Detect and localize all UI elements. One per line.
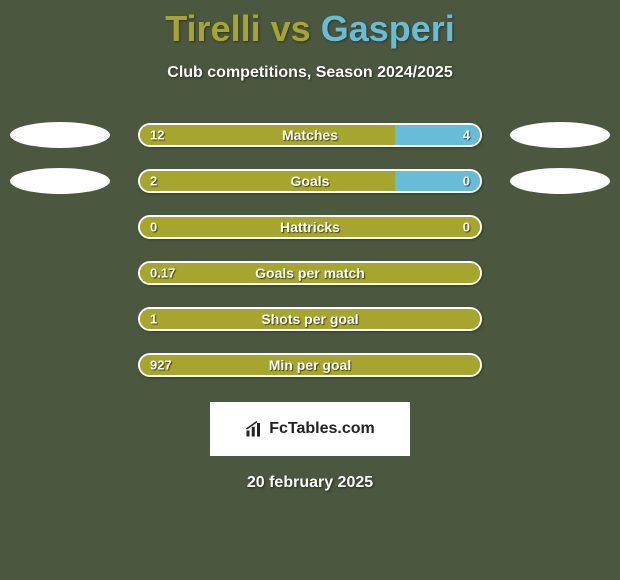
- player2-name: Gasperi: [321, 8, 455, 49]
- logo: FcTables.com: [245, 420, 375, 438]
- stat-bar: 1Shots per goal: [138, 307, 482, 331]
- stat-bar: 00Hattricks: [138, 215, 482, 239]
- stat-bar: 927Min per goal: [138, 353, 482, 377]
- player1-badge: [10, 168, 110, 194]
- bar-fill-p1: [140, 309, 480, 329]
- bar-fill-p1: [140, 263, 480, 283]
- player2-badge: [510, 122, 610, 148]
- stat-value-p1: 927: [150, 358, 172, 373]
- page-title: Tirelli vs Gasperi: [0, 0, 620, 50]
- stat-bar: 124Matches: [138, 123, 482, 147]
- logo-text: FcTables.com: [269, 420, 375, 438]
- player1-badge: [10, 122, 110, 148]
- bar-fill-p1: [140, 217, 480, 237]
- stat-value-p2: 4: [463, 128, 470, 143]
- stat-row: 1Shots per goal: [0, 296, 620, 342]
- chart-icon: [245, 420, 263, 438]
- stat-row: 20Goals: [0, 158, 620, 204]
- stat-value-p1: 2: [150, 174, 157, 189]
- date-text: 20 february 2025: [0, 474, 620, 492]
- stat-value-p2: 0: [463, 174, 470, 189]
- player2-badge: [510, 168, 610, 194]
- stat-row: 124Matches: [0, 112, 620, 158]
- stat-bar: 0.17Goals per match: [138, 261, 482, 285]
- bar-fill-p1: [140, 355, 480, 375]
- stat-row: 00Hattricks: [0, 204, 620, 250]
- bar-fill-p1: [140, 171, 395, 191]
- subtitle: Club competitions, Season 2024/2025: [0, 64, 620, 82]
- stat-row: 0.17Goals per match: [0, 250, 620, 296]
- stat-value-p1: 1: [150, 312, 157, 327]
- logo-box: FcTables.com: [210, 402, 410, 456]
- vs-text: vs: [271, 8, 311, 49]
- stat-value-p1: 12: [150, 128, 164, 143]
- stat-value-p2: 0: [463, 220, 470, 235]
- stat-value-p1: 0: [150, 220, 157, 235]
- stat-bar: 20Goals: [138, 169, 482, 193]
- stat-value-p1: 0.17: [150, 266, 175, 281]
- bar-fill-p1: [140, 125, 395, 145]
- stat-row: 927Min per goal: [0, 342, 620, 388]
- player1-name: Tirelli: [165, 8, 260, 49]
- stats-container: 124Matches20Goals00Hattricks0.17Goals pe…: [0, 112, 620, 388]
